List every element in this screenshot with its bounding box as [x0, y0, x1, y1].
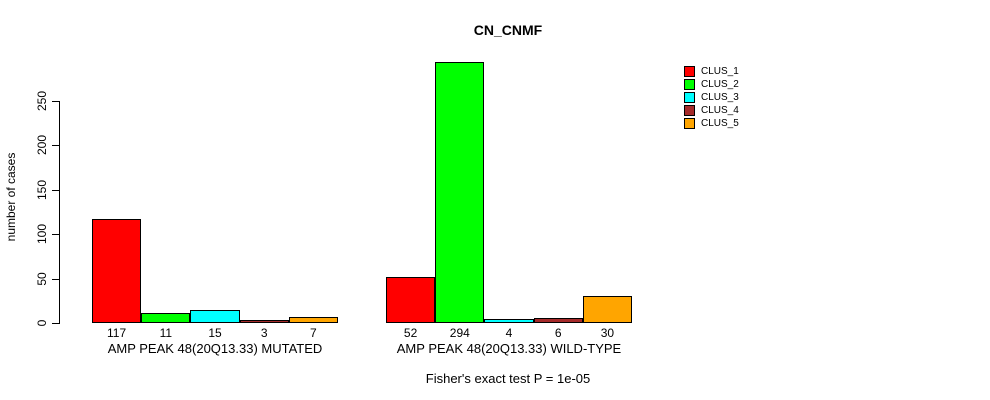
bar-clus_5	[288, 316, 338, 323]
bar-clus_3	[190, 309, 240, 323]
legend-label: CLUS_3	[701, 92, 739, 103]
bar-value-label: 52	[403, 326, 418, 340]
y-axis-tick-label: 150	[35, 179, 49, 200]
legend-label: CLUS_4	[701, 105, 739, 116]
y-axis-tick	[52, 189, 59, 191]
y-axis-tick	[52, 278, 59, 280]
y-axis-tick-label: 50	[35, 271, 49, 286]
y-axis-label: number of cases	[4, 152, 18, 242]
legend-swatch-clus_1	[684, 66, 695, 77]
bar-value-label: 294	[449, 326, 470, 340]
y-axis-tick	[52, 234, 59, 236]
bar-clus_1	[386, 276, 436, 323]
y-axis-tick	[52, 145, 59, 147]
bar-value-label: 4	[505, 326, 513, 340]
y-axis-tick-label: 100	[35, 224, 49, 245]
bar-clus_2	[435, 61, 485, 323]
group-label: AMP PEAK 48(20Q13.33) WILD-TYPE	[396, 341, 622, 356]
bar-clus_2	[141, 313, 191, 323]
legend-swatch-clus_3	[684, 92, 695, 103]
y-axis-tick	[52, 323, 59, 324]
y-axis-line	[59, 101, 60, 324]
fisher-test-annotation: Fisher's exact test P = 1e-05	[425, 371, 591, 386]
bar-clus_1	[92, 219, 142, 323]
legend-swatch-clus_2	[684, 79, 695, 90]
legend-label: CLUS_2	[701, 79, 739, 90]
bar-value-label: 11	[159, 326, 173, 340]
bar-value-label: 3	[260, 326, 268, 340]
group-label: AMP PEAK 48(20Q13.33) MUTATED	[107, 341, 323, 356]
chart-title: CN_CNMF	[473, 22, 543, 38]
legend-swatch-clus_4	[684, 105, 695, 116]
bar-value-label: 117	[107, 326, 127, 340]
bar-value-label: 15	[208, 326, 222, 340]
bar-value-label: 7	[310, 326, 317, 340]
y-axis-tick	[52, 101, 59, 102]
bar-clus_4	[239, 320, 289, 323]
legend-label: CLUS_1	[701, 66, 739, 77]
legend-label: CLUS_5	[701, 118, 739, 129]
legend-swatch-clus_5	[684, 118, 695, 129]
bar-clus_4	[533, 317, 583, 323]
bar-clus_5	[582, 296, 632, 323]
y-axis-tick-label: 200	[35, 135, 49, 156]
y-axis-tick-label: 0	[35, 319, 49, 327]
bar-clus_3	[484, 319, 534, 323]
bar-value-label: 30	[600, 326, 615, 340]
bar-value-label: 6	[554, 326, 562, 340]
y-axis-tick-label: 250	[35, 90, 49, 112]
